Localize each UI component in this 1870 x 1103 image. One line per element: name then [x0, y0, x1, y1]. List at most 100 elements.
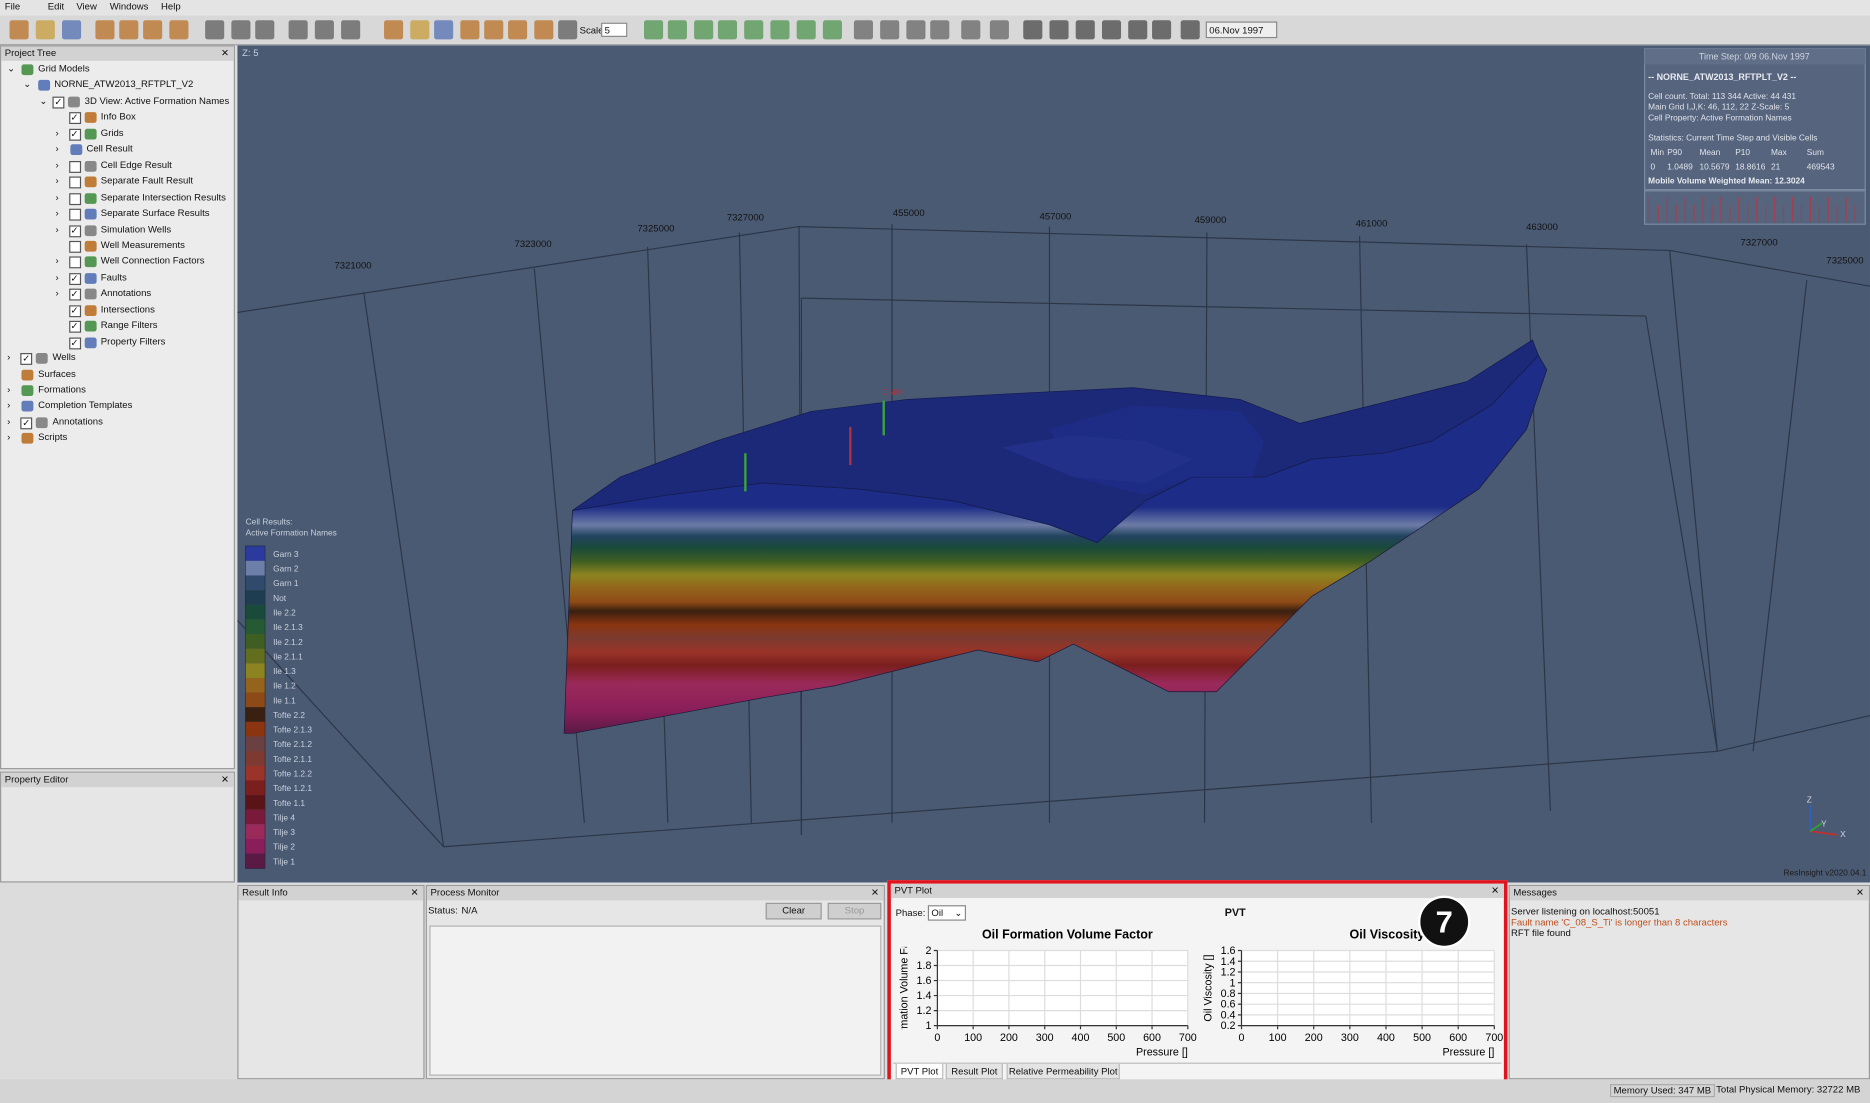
- tree-item[interactable]: Cell Result: [86, 143, 133, 155]
- toolbar-button[interactable]: [534, 20, 554, 40]
- toolbar-button[interactable]: [694, 20, 714, 40]
- checkbox[interactable]: ✓: [68, 321, 81, 333]
- expand-arrow[interactable]: ⌄: [39, 95, 48, 107]
- expand-arrow[interactable]: ›: [55, 159, 59, 171]
- tree-item[interactable]: Completion Templates: [38, 400, 133, 411]
- toolbar-button[interactable]: [989, 20, 1009, 40]
- tree-item[interactable]: Separate Intersection Results: [100, 191, 226, 203]
- toolbar-button[interactable]: [930, 20, 950, 40]
- checkbox[interactable]: ✓: [20, 353, 33, 366]
- toolbar-button[interactable]: [667, 20, 687, 40]
- checkbox[interactable]: ✓: [68, 112, 81, 125]
- checkbox[interactable]: ✓: [68, 305, 81, 317]
- expand-arrow[interactable]: ›: [55, 127, 59, 139]
- tree-item[interactable]: Separate Fault Result: [100, 175, 194, 187]
- expand-arrow[interactable]: ›: [7, 384, 11, 395]
- tree-item[interactable]: Well Connection Factors: [100, 255, 205, 267]
- clear-button[interactable]: Clear: [765, 902, 822, 920]
- close-button[interactable]: ✕: [870, 887, 879, 899]
- toolbar-button[interactable]: [255, 20, 275, 40]
- checkbox[interactable]: ✓: [68, 272, 81, 285]
- checkbox[interactable]: ✓: [68, 128, 81, 141]
- toolbar-button[interactable]: [558, 20, 578, 40]
- expand-arrow[interactable]: ›: [55, 143, 59, 155]
- expand-arrow[interactable]: ›: [55, 287, 59, 299]
- toolbar-button[interactable]: [1152, 20, 1172, 40]
- close-button[interactable]: ✕: [410, 887, 419, 899]
- date-select[interactable]: 06.Nov 1997: [1205, 21, 1278, 39]
- checkbox[interactable]: [68, 160, 81, 173]
- toolbar-button[interactable]: [1180, 20, 1200, 40]
- tree-item[interactable]: Scripts: [38, 432, 68, 443]
- tree-item[interactable]: Formations: [38, 384, 86, 395]
- 3d-view[interactable]: Z: 5 7321000 7323000 7325000 7327000 455000 45…: [237, 45, 1870, 883]
- toolbar-button[interactable]: [205, 20, 225, 40]
- toolbar-button[interactable]: [9, 20, 29, 40]
- tree-item[interactable]: NORNE_ATW2013_RFTPLT_V2: [54, 79, 194, 90]
- toolbar-button[interactable]: [961, 20, 981, 40]
- close-button[interactable]: ✕: [1856, 887, 1865, 899]
- toolbar-button[interactable]: [796, 20, 816, 40]
- checkbox[interactable]: [68, 192, 81, 205]
- checkbox[interactable]: ✓: [68, 224, 81, 237]
- expand-arrow[interactable]: ›: [7, 416, 11, 427]
- tree-item[interactable]: Cell Edge Result: [100, 159, 172, 171]
- toolbar-button[interactable]: [644, 20, 664, 40]
- toolbar-button[interactable]: [508, 20, 528, 40]
- expand-arrow[interactable]: ›: [55, 255, 59, 267]
- toolbar-button[interactable]: [1075, 20, 1095, 40]
- tab[interactable]: PVT Plot: [895, 1063, 944, 1080]
- toolbar-button[interactable]: [434, 20, 454, 40]
- checkbox[interactable]: [68, 256, 81, 269]
- checkbox[interactable]: ✓: [68, 337, 81, 350]
- menu-item[interactable]: Edit: [47, 1, 65, 12]
- checkbox[interactable]: ✓: [20, 417, 33, 430]
- tree-item[interactable]: Property Filters: [100, 335, 166, 347]
- checkbox[interactable]: ✓: [68, 288, 81, 301]
- toolbar-button[interactable]: [62, 20, 82, 40]
- toolbar-button[interactable]: [770, 20, 790, 40]
- toolbar-button[interactable]: [35, 20, 55, 40]
- toolbar-button[interactable]: [1023, 20, 1043, 40]
- phase-select[interactable]: Oil ⌄: [927, 905, 967, 921]
- tree-item[interactable]: Simulation Wells: [100, 223, 172, 235]
- checkbox[interactable]: [68, 240, 81, 253]
- menu-item[interactable]: File: [4, 1, 21, 12]
- tree-item[interactable]: Annotations: [100, 287, 152, 299]
- close-button[interactable]: ✕: [220, 47, 229, 59]
- toolbar-button[interactable]: [314, 20, 334, 40]
- expand-arrow[interactable]: ›: [55, 191, 59, 203]
- toolbar-button[interactable]: [410, 20, 430, 40]
- scale-input[interactable]: 5: [601, 22, 628, 37]
- close-button[interactable]: ✕: [1491, 884, 1500, 896]
- stop-button[interactable]: Stop: [827, 902, 882, 920]
- tree-item[interactable]: Grids: [100, 127, 124, 139]
- expand-arrow[interactable]: ⌄: [23, 79, 32, 90]
- menu-item[interactable]: View: [76, 1, 97, 12]
- tree-item[interactable]: Surfaces: [38, 367, 76, 379]
- toolbar-button[interactable]: [880, 20, 900, 40]
- close-button[interactable]: ✕: [220, 773, 229, 785]
- toolbar-button[interactable]: [169, 20, 189, 40]
- toolbar-button[interactable]: [341, 20, 361, 40]
- tree-item[interactable]: Annotations: [52, 416, 103, 427]
- toolbar-button[interactable]: [822, 20, 842, 40]
- toolbar-button[interactable]: [906, 20, 926, 40]
- expand-arrow[interactable]: ›: [55, 271, 59, 283]
- tree-item[interactable]: Wells: [52, 351, 76, 363]
- expand-arrow[interactable]: ›: [55, 223, 59, 235]
- tree-item[interactable]: Range Filters: [100, 319, 158, 331]
- tree-item[interactable]: Faults: [100, 271, 127, 283]
- toolbar-button[interactable]: [95, 20, 115, 40]
- expand-arrow[interactable]: ›: [7, 351, 11, 363]
- toolbar-button[interactable]: [143, 20, 163, 40]
- toolbar-button[interactable]: [231, 20, 251, 40]
- expand-arrow[interactable]: ›: [7, 432, 11, 443]
- menu-item[interactable]: Windows: [109, 1, 149, 12]
- expand-arrow[interactable]: ⌄: [7, 63, 16, 74]
- toolbar-button[interactable]: [717, 20, 738, 40]
- tree-item[interactable]: Well Measurements: [100, 239, 185, 251]
- toolbar-button[interactable]: [288, 20, 308, 40]
- toolbar-button[interactable]: [1101, 20, 1122, 40]
- toolbar-button[interactable]: [744, 20, 764, 40]
